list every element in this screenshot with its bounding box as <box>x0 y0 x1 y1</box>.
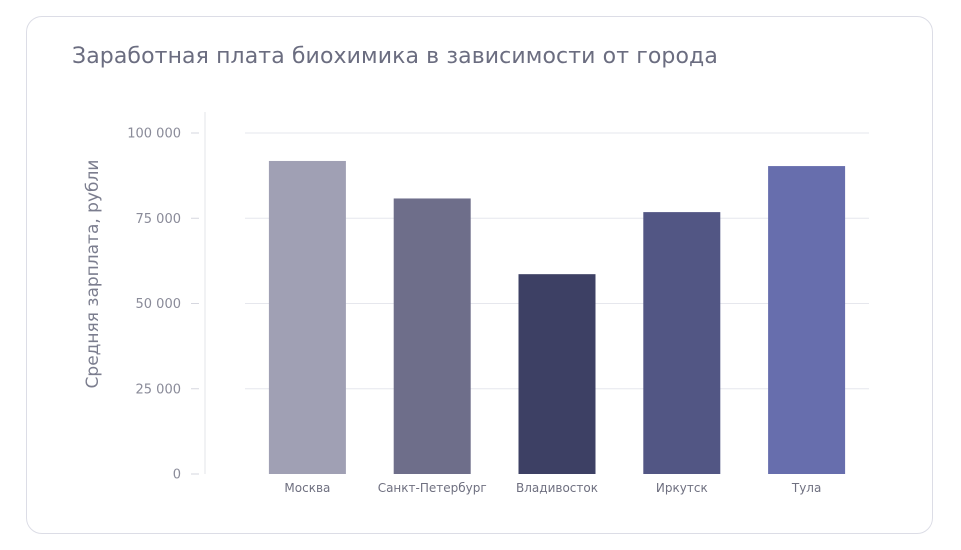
bars <box>268 160 846 475</box>
category-labels: Москва Санкт-Петербург Владивосток Иркутск Т… <box>284 481 821 495</box>
bar-4 <box>643 212 721 474</box>
y-tick-label: 25 000 <box>136 382 182 397</box>
y-tick-label: 0 <box>173 468 181 483</box>
category-label: Владивосток <box>516 481 598 495</box>
bar-5 <box>768 166 846 474</box>
category-label: Санкт-Петербург <box>378 481 487 495</box>
category-label: Москва <box>284 481 330 495</box>
bar-3 <box>518 274 596 474</box>
y-tick-label: 75 000 <box>136 212 182 227</box>
y-axis-label: Средняя зарплата, рубли <box>83 160 103 389</box>
chart-title: Заработная плата биохимика в зависимости… <box>72 44 718 69</box>
bar-1 <box>268 160 346 474</box>
y-tick-labels: 0 25 000 50 000 75 000 100 000 <box>127 127 199 483</box>
y-tick-label: 100 000 <box>127 127 181 142</box>
category-label: Тула <box>791 481 821 495</box>
category-label: Иркутск <box>656 481 708 495</box>
y-tick-label: 50 000 <box>136 297 182 312</box>
bar-2 <box>393 198 471 475</box>
